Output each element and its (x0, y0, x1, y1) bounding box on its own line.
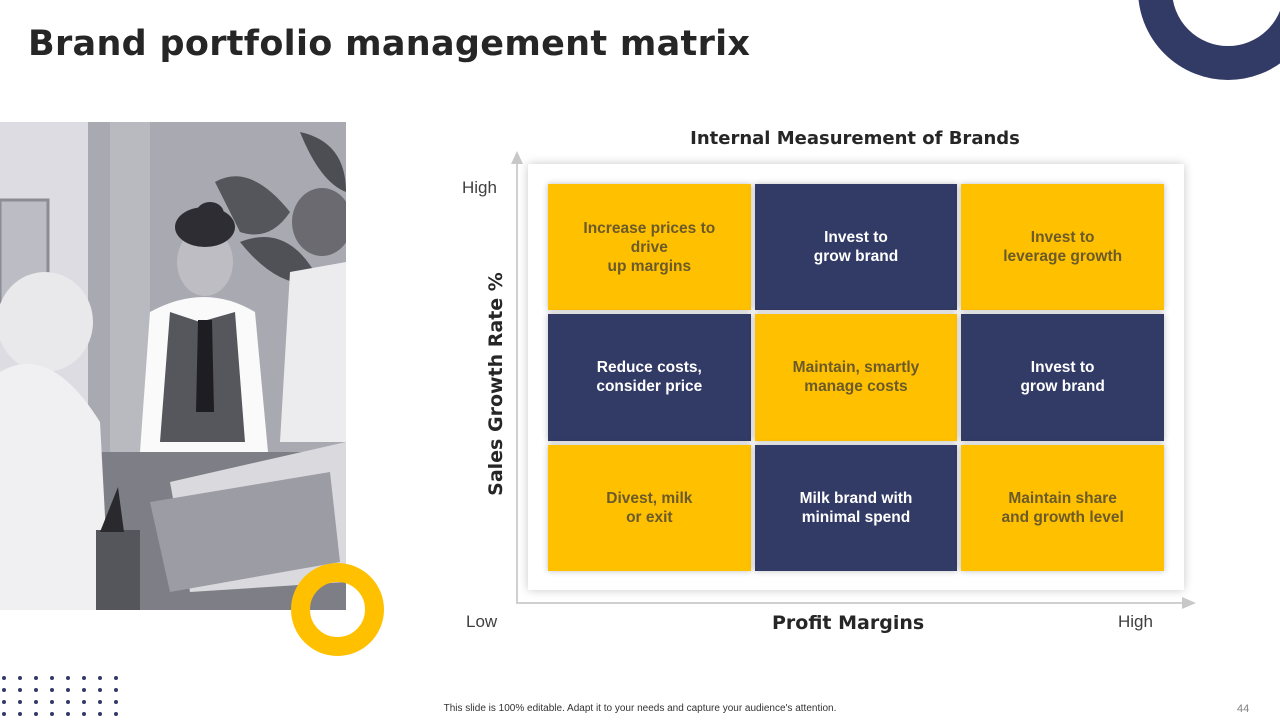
decorative-dot (98, 676, 102, 680)
decorative-dot (114, 688, 118, 692)
matrix-cell: Maintain share and growth level (961, 444, 1164, 571)
decorative-dot (98, 712, 102, 716)
matrix-cell-text: Invest to grow brand (1020, 359, 1105, 396)
y-axis-high-label: High (462, 178, 497, 197)
decorative-dot (114, 700, 118, 704)
decorative-dot (2, 688, 6, 692)
decorative-dot (50, 676, 54, 680)
matrix-heading: Internal Measurement of Brands (690, 128, 1020, 149)
decorative-dot (34, 676, 38, 680)
matrix-cell: Increase prices to drive up margins (548, 184, 751, 311)
decorative-dot (98, 688, 102, 692)
matrix-cell: Divest, milk or exit (548, 444, 751, 571)
matrix-grid: Increase prices to drive up margins Inves… (548, 184, 1164, 571)
footer-note: This slide is 100% editable. Adapt it to… (443, 703, 837, 714)
matrix-cell-text: Milk brand with minimal spend (799, 489, 913, 526)
matrix-cell: Invest to leverage growth (961, 184, 1164, 311)
matrix-cell-text: Reduce costs, consider price (596, 359, 703, 396)
decorative-dot (50, 712, 54, 716)
origin-low-label: Low (466, 612, 498, 631)
decorative-dot (34, 688, 38, 692)
matrix-cell: Invest to grow brand (754, 184, 958, 311)
decorative-dot-grid (0, 676, 128, 724)
decorative-dot (50, 700, 54, 704)
decorative-dot (18, 700, 22, 704)
decorative-dot (98, 700, 102, 704)
decorative-dot (82, 676, 86, 680)
x-axis-arrowhead (1182, 597, 1196, 609)
decorative-dot (50, 688, 54, 692)
matrix-cell: Milk brand with minimal spend (754, 444, 958, 571)
matrix-cell-text: Invest to leverage growth (1003, 229, 1123, 266)
y-axis-title-text: Sales Growth Rate % (485, 272, 507, 496)
matrix-cell-text: Increase prices to drive up margins (583, 219, 716, 275)
decorative-dot (114, 676, 118, 680)
decorative-dot (34, 700, 38, 704)
matrix-cell-text: Maintain share and growth level (1001, 489, 1124, 526)
matrix-cell: Maintain, smartly manage costs (754, 314, 958, 441)
decorative-dot (18, 688, 22, 692)
decorative-dot (18, 712, 22, 716)
page-number: 44 (1237, 703, 1250, 715)
decorative-dot (2, 712, 6, 716)
decorative-dot (66, 676, 70, 680)
x-axis-title: Profit Margins (772, 612, 925, 634)
decorative-dot (82, 700, 86, 704)
matrix-cell-text: Maintain, smartly manage costs (792, 359, 920, 396)
decorative-dot (34, 712, 38, 716)
slide-title: Brand portfolio management matrix (28, 24, 751, 64)
matrix-cell: Invest to grow brand (961, 314, 1164, 441)
decorative-dot (66, 688, 70, 692)
x-axis-high-label: High (1118, 612, 1153, 631)
decorative-dot (18, 676, 22, 680)
matrix-cell-text: Divest, milk or exit (606, 489, 693, 526)
decorative-dot (2, 676, 6, 680)
team-meeting-photo (0, 122, 346, 610)
matrix-cell: Reduce costs, consider price (548, 314, 751, 441)
decorative-dot (2, 700, 6, 704)
y-axis-arrowhead (511, 151, 523, 164)
decorative-dot (66, 700, 70, 704)
decorative-dot (82, 688, 86, 692)
decorative-dot (114, 712, 118, 716)
decorative-dot (82, 712, 86, 716)
decorative-dot (66, 712, 70, 716)
matrix-cell-text: Invest to grow brand (813, 229, 899, 266)
